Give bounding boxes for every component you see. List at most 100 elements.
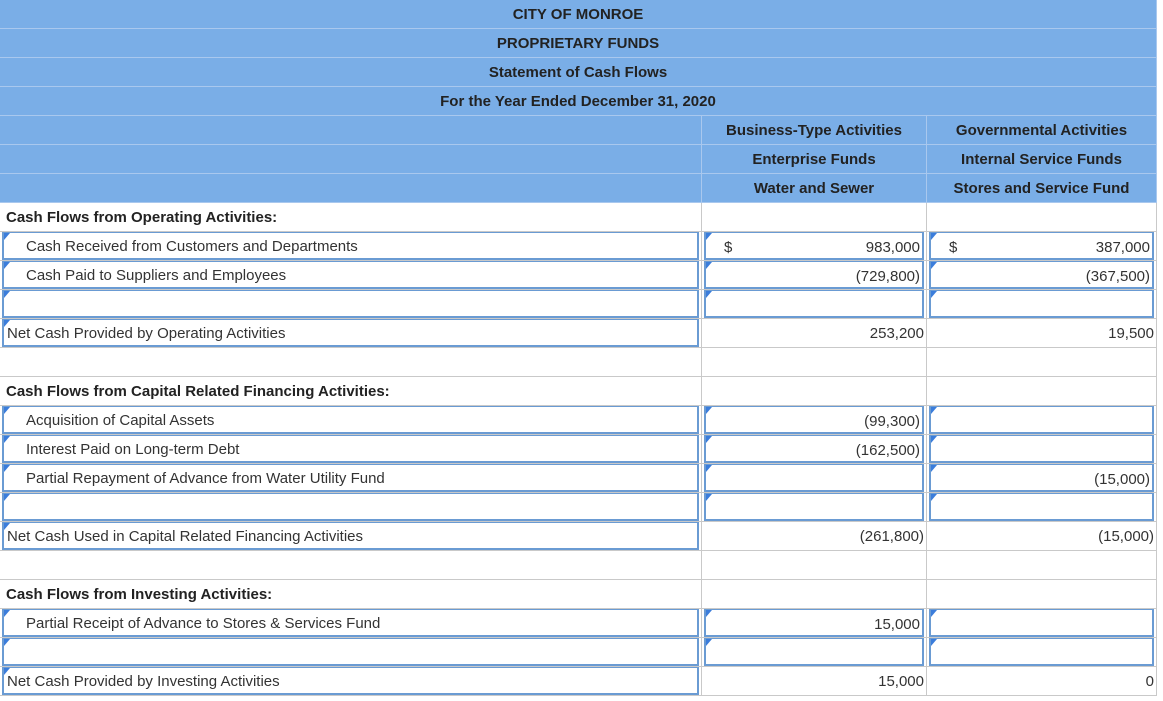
- column-header: Water and Sewer: [702, 174, 927, 203]
- label-input[interactable]: Acquisition of Capital Assets: [2, 406, 699, 434]
- total-label-input[interactable]: Net Cash Used in Capital Related Financi…: [2, 522, 699, 550]
- total-label: Net Cash Provided by Investing Activitie…: [7, 673, 280, 690]
- amount-input[interactable]: (162,500): [704, 435, 924, 463]
- header-row: CITY OF MONROE: [0, 0, 1157, 29]
- amount-input[interactable]: 15,000: [704, 609, 924, 637]
- line-label: Cash Paid to Suppliers and Employees: [26, 267, 287, 284]
- cell: (15,000): [927, 464, 1157, 493]
- header-cell: [0, 174, 702, 203]
- amount-input[interactable]: [929, 406, 1154, 434]
- cell: [0, 638, 702, 667]
- cell: Partial Receipt of Advance to Stores & S…: [0, 609, 702, 638]
- blank-input[interactable]: [929, 290, 1154, 318]
- cell: (99,300): [702, 406, 927, 435]
- cell: [702, 464, 927, 493]
- blank-input[interactable]: [2, 638, 699, 666]
- amount-cell: (261,800): [702, 522, 927, 551]
- label-input[interactable]: Cash Received from Customers and Departm…: [2, 232, 699, 260]
- amount-input[interactable]: [929, 435, 1154, 463]
- cell: [927, 638, 1157, 667]
- amount-input[interactable]: (99,300): [704, 406, 924, 434]
- cell: Interest Paid on Long-term Debt: [0, 435, 702, 464]
- label-input[interactable]: Partial Receipt of Advance to Stores & S…: [2, 609, 699, 637]
- amount-input[interactable]: [929, 609, 1154, 637]
- blank-input[interactable]: [929, 493, 1154, 521]
- header-row: Statement of Cash Flows: [0, 58, 1157, 87]
- column-header: Governmental Activities: [927, 116, 1157, 145]
- amount: 19,500: [1108, 325, 1154, 342]
- empty-cell: [927, 348, 1157, 377]
- header-cell: [0, 116, 702, 145]
- empty-cell: [702, 580, 927, 609]
- line-label: Cash Received from Customers and Departm…: [26, 238, 358, 255]
- currency-symbol: $: [724, 239, 733, 256]
- empty-cell: [927, 203, 1157, 232]
- header-cell: [0, 145, 702, 174]
- cell: [927, 493, 1157, 522]
- empty-cell: [927, 377, 1157, 406]
- amount-cell: 19,500: [927, 319, 1157, 348]
- cell: [927, 290, 1157, 319]
- amount: 15,000: [874, 616, 920, 633]
- amount-input[interactable]: $983,000: [704, 232, 924, 260]
- currency-symbol: $: [949, 239, 958, 256]
- column-header: Internal Service Funds: [927, 145, 1157, 174]
- cell: Net Cash Used in Capital Related Financi…: [0, 522, 702, 551]
- empty-cell: [702, 551, 927, 580]
- empty-cell: [702, 203, 927, 232]
- cell: Partial Repayment of Advance from Water …: [0, 464, 702, 493]
- label-input[interactable]: Cash Paid to Suppliers and Employees: [2, 261, 699, 289]
- amount-cell: 0: [927, 667, 1157, 696]
- cell: [702, 638, 927, 667]
- cell: Cash Received from Customers and Departm…: [0, 232, 702, 261]
- blank-input[interactable]: [2, 493, 699, 521]
- total-label-input[interactable]: Net Cash Provided by Operating Activitie…: [2, 319, 699, 347]
- amount-input[interactable]: (15,000): [929, 464, 1154, 492]
- empty-cell: [927, 580, 1157, 609]
- header-row: PROPRIETARY FUNDS: [0, 29, 1157, 58]
- amount: 253,200: [869, 325, 924, 342]
- amount-cell: 15,000: [702, 667, 927, 696]
- amount: (15,000): [1098, 528, 1154, 545]
- amount-cell: (15,000): [927, 522, 1157, 551]
- label-input[interactable]: Partial Repayment of Advance from Water …: [2, 464, 699, 492]
- header-row: For the Year Ended December 31, 2020: [0, 87, 1157, 116]
- total-label: Net Cash Provided by Operating Activitie…: [7, 325, 286, 342]
- amount-input[interactable]: (367,500): [929, 261, 1154, 289]
- cell: (367,500): [927, 261, 1157, 290]
- empty-cell: [0, 551, 702, 580]
- cell: Cash Paid to Suppliers and Employees: [0, 261, 702, 290]
- line-label: Interest Paid on Long-term Debt: [26, 441, 240, 458]
- heading-text: Cash Flows from Capital Related Financin…: [6, 383, 390, 400]
- blank-input[interactable]: [929, 638, 1154, 666]
- amount-input[interactable]: $387,000: [929, 232, 1154, 260]
- blank-input[interactable]: [704, 638, 924, 666]
- blank-input[interactable]: [704, 290, 924, 318]
- line-label: Partial Receipt of Advance to Stores & S…: [26, 615, 381, 632]
- total-label: Net Cash Used in Capital Related Financi…: [7, 528, 364, 545]
- blank-input[interactable]: [2, 290, 699, 318]
- amount: 0: [1145, 673, 1154, 690]
- cell: (729,800): [702, 261, 927, 290]
- column-header: Business-Type Activities: [702, 116, 927, 145]
- label-input[interactable]: Interest Paid on Long-term Debt: [2, 435, 699, 463]
- amount: 983,000: [865, 239, 920, 256]
- section-heading: Cash Flows from Capital Related Financin…: [0, 377, 702, 406]
- cell: [702, 493, 927, 522]
- total-label-input[interactable]: Net Cash Provided by Investing Activitie…: [2, 667, 699, 695]
- amount-input[interactable]: [704, 464, 924, 492]
- amount-input[interactable]: (729,800): [704, 261, 924, 289]
- amount: (15,000): [1094, 471, 1150, 488]
- cell: [702, 290, 927, 319]
- amount-cell: 253,200: [702, 319, 927, 348]
- blank-input[interactable]: [704, 493, 924, 521]
- cell: Acquisition of Capital Assets: [0, 406, 702, 435]
- cell: $983,000: [702, 232, 927, 261]
- cell: $387,000: [927, 232, 1157, 261]
- cell: 15,000: [702, 609, 927, 638]
- cell: [927, 609, 1157, 638]
- empty-cell: [702, 377, 927, 406]
- amount: (261,800): [859, 528, 924, 545]
- cell: [0, 493, 702, 522]
